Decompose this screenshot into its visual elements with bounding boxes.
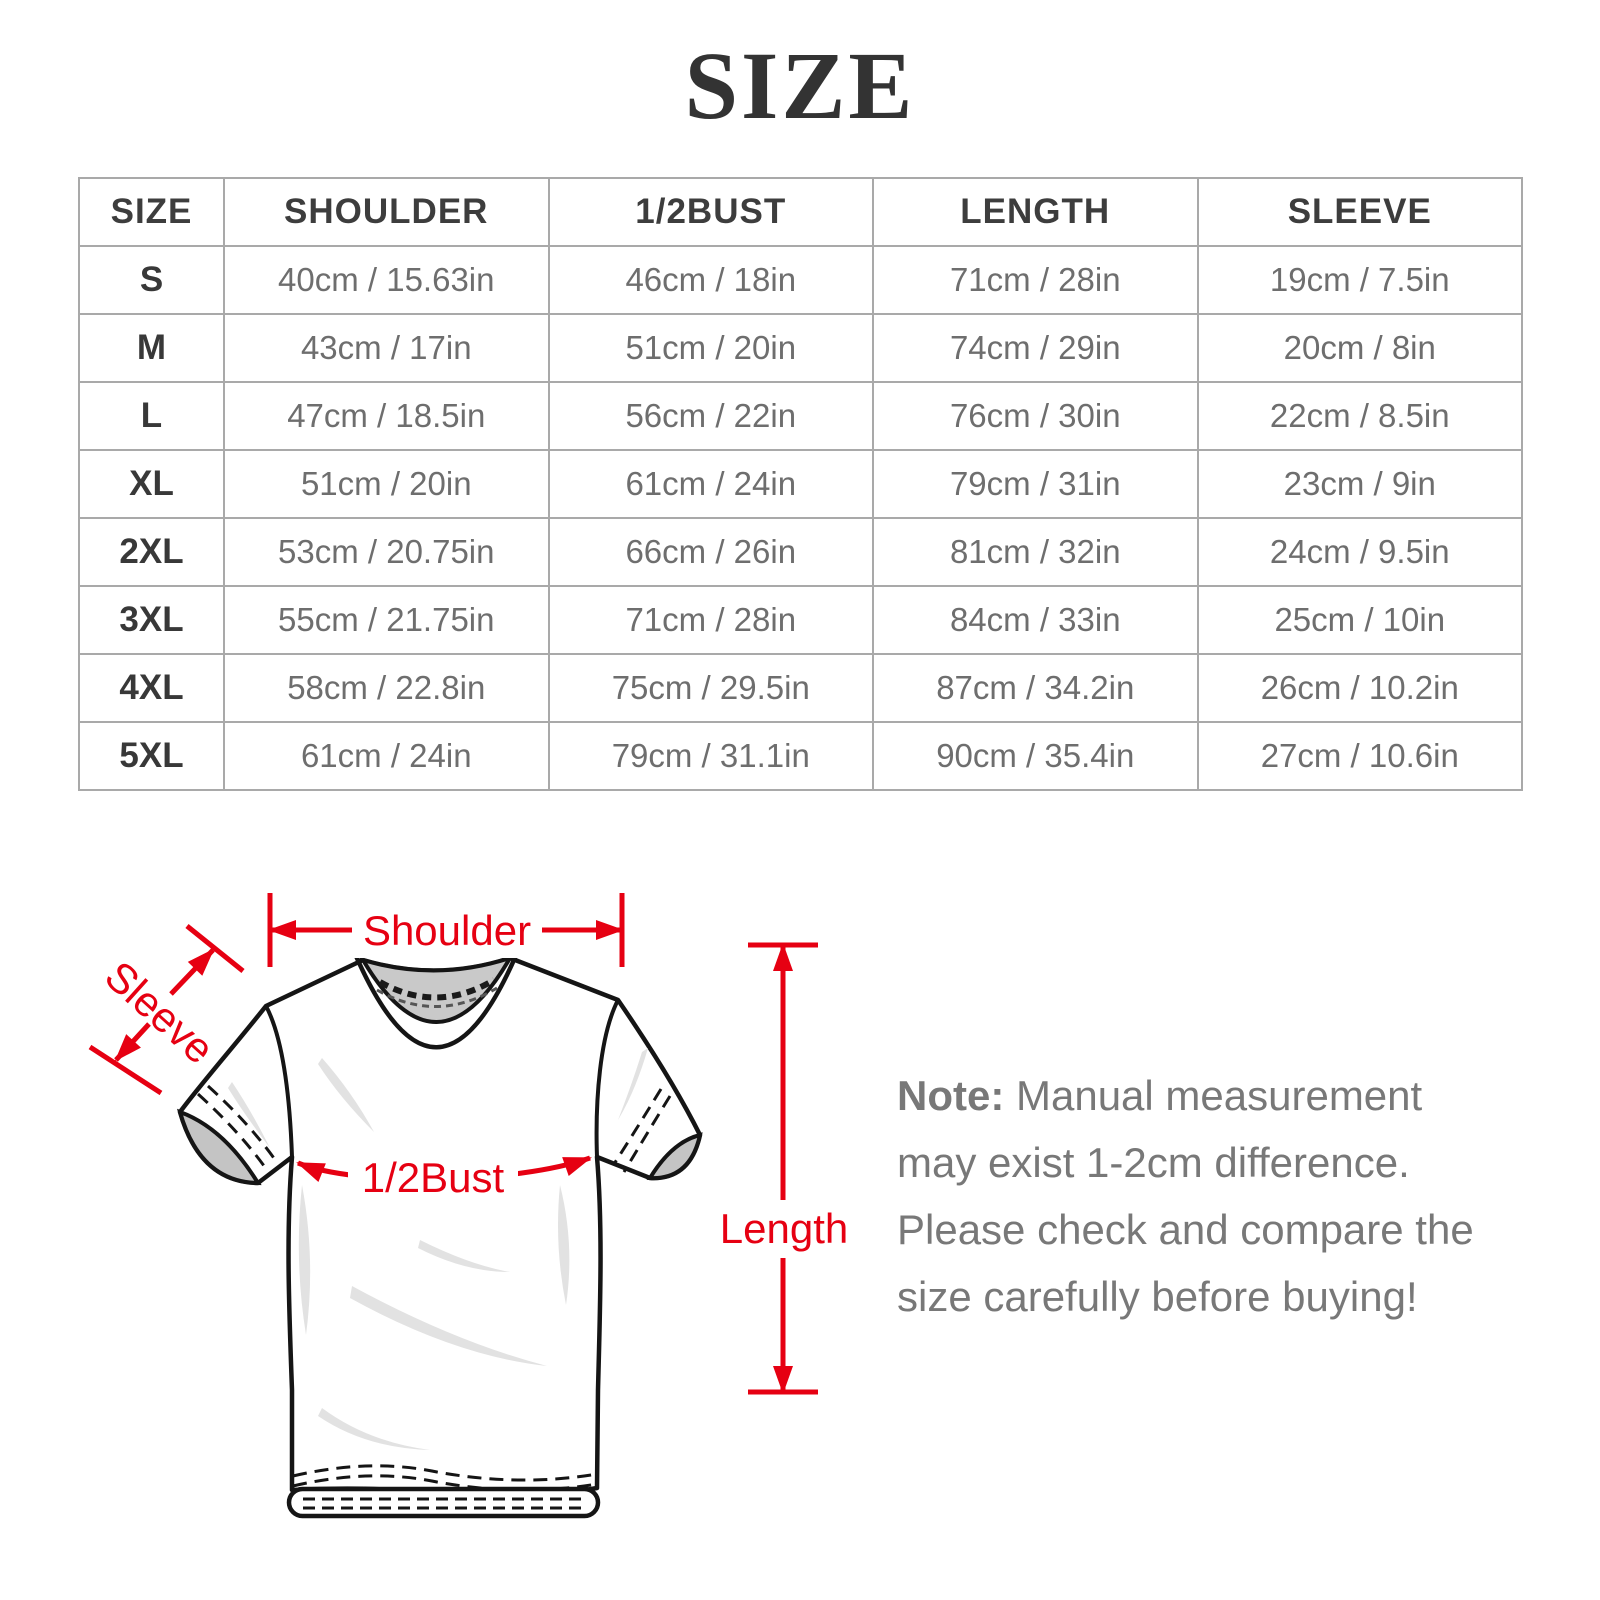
label-backplates: [348, 902, 856, 1258]
cell-sleeve: 24cm / 9.5in: [1196, 517, 1523, 587]
armhole-seam-right: [594, 999, 620, 1158]
cell-length: 76cm / 30in: [872, 381, 1199, 451]
cell-bust: 66cm / 26in: [547, 517, 874, 587]
cell-bust: 79cm / 31.1in: [547, 721, 874, 791]
table-row: 2XL 53cm / 20.75in 66cm / 26in 81cm / 32…: [78, 517, 1523, 587]
col-header-sleeve: SLEEVE: [1196, 177, 1523, 247]
cell-length: 79cm / 31in: [872, 449, 1199, 519]
armhole-seam-left: [264, 1005, 294, 1158]
cell-sleeve: 25cm / 10in: [1196, 585, 1523, 655]
size-table: SIZE SHOULDER 1/2BUST LENGTH SLEEVE S 40…: [78, 177, 1523, 791]
sleeve-arrow-down: [114, 1022, 151, 1062]
cell-sleeve: 20cm / 8in: [1196, 313, 1523, 383]
cell-sleeve: 23cm / 9in: [1196, 449, 1523, 519]
note-body: Manual measurement may exist 1-2cm diffe…: [897, 1072, 1474, 1320]
size-label: S: [78, 245, 225, 315]
cell-length: 71cm / 28in: [872, 245, 1199, 315]
col-header-bust: 1/2BUST: [547, 177, 874, 247]
size-label: 3XL: [78, 585, 225, 655]
size-label: 5XL: [78, 721, 225, 791]
col-header-size: SIZE: [78, 177, 225, 247]
cell-length: 90cm / 35.4in: [872, 721, 1199, 791]
size-label: L: [78, 381, 225, 451]
cell-sleeve: 26cm / 10.2in: [1196, 653, 1523, 723]
cell-sleeve: 22cm / 8.5in: [1196, 381, 1523, 451]
table-row: S 40cm / 15.63in 46cm / 18in 71cm / 28in…: [78, 245, 1523, 315]
cell-bust: 56cm / 22in: [547, 381, 874, 451]
tshirt-outline: [177, 955, 703, 1500]
col-header-shoulder: SHOULDER: [223, 177, 550, 247]
size-label: 2XL: [78, 517, 225, 587]
size-label: XL: [78, 449, 225, 519]
cell-sleeve: 27cm / 10.6in: [1196, 721, 1523, 791]
cell-bust: 46cm / 18in: [547, 245, 874, 315]
cell-bust: 71cm / 28in: [547, 585, 874, 655]
sleeve-label: Sleeve: [96, 952, 223, 1073]
col-header-length: LENGTH: [872, 177, 1199, 247]
table-row: L 47cm / 18.5in 56cm / 22in 76cm / 30in …: [78, 381, 1523, 451]
cell-shoulder: 53cm / 20.75in: [223, 517, 550, 587]
cell-length: 87cm / 34.2in: [872, 653, 1199, 723]
cell-sleeve: 19cm / 7.5in: [1196, 245, 1523, 315]
measurement-note: Note: Manual measurement may exist 1-2cm…: [897, 1062, 1512, 1330]
cell-shoulder: 55cm / 21.75in: [223, 585, 550, 655]
cell-shoulder: 58cm / 22.8in: [223, 653, 550, 723]
page-title: SIZE: [684, 32, 916, 139]
cell-shoulder: 43cm / 17in: [223, 313, 550, 383]
cell-shoulder: 40cm / 15.63in: [223, 245, 550, 315]
cell-length: 74cm / 29in: [872, 313, 1199, 383]
cell-shoulder: 61cm / 24in: [223, 721, 550, 791]
tshirt-drawing: [176, 952, 703, 1519]
sleeve-tick-bottom: [88, 1044, 163, 1096]
bust-label: 1/2Bust: [362, 1154, 505, 1201]
table-row: 4XL 58cm / 22.8in 75cm / 29.5in 87cm / 3…: [78, 653, 1523, 723]
size-label: M: [78, 313, 225, 383]
table-row: M 43cm / 17in 51cm / 20in 74cm / 29in 20…: [78, 313, 1523, 383]
cell-shoulder: 47cm / 18.5in: [223, 381, 550, 451]
tshirt-measurement-diagram: Shoulder Sleeve 1/2Bust Length: [88, 893, 856, 1519]
fabric-wrinkles: [228, 1048, 648, 1450]
cell-bust: 61cm / 24in: [547, 449, 874, 519]
cell-shoulder: 51cm / 20in: [223, 449, 550, 519]
table-header-row: SIZE SHOULDER 1/2BUST LENGTH SLEEVE: [78, 177, 1523, 247]
sleeve-arrow-up: [169, 948, 215, 996]
size-label: 4XL: [78, 653, 225, 723]
shoulder-label: Shoulder: [363, 907, 531, 954]
note-label: Note:: [897, 1072, 1005, 1119]
sleeve-tick-top: [185, 924, 245, 973]
collar: [353, 952, 520, 1050]
table-row: 5XL 61cm / 24in 79cm / 31.1in 90cm / 35.…: [78, 721, 1523, 791]
cell-bust: 51cm / 20in: [547, 313, 874, 383]
cell-length: 81cm / 32in: [872, 517, 1199, 587]
cell-length: 84cm / 33in: [872, 585, 1199, 655]
table-row: 3XL 55cm / 21.75in 71cm / 28in 84cm / 33…: [78, 585, 1523, 655]
sleeve-cuffs: [176, 1084, 703, 1186]
length-label: Length: [720, 1205, 848, 1252]
bottom-hem: [286, 1464, 601, 1519]
table-row: XL 51cm / 20in 61cm / 24in 79cm / 31in 2…: [78, 449, 1523, 519]
cell-bust: 75cm / 29.5in: [547, 653, 874, 723]
